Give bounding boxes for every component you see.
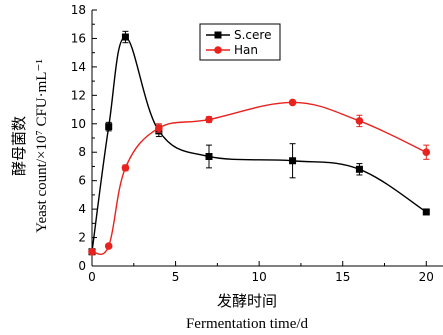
data-point-S.cere (422, 208, 430, 216)
data-point-Han (422, 148, 431, 157)
x-axis-title-cn: 发酵时间 (217, 292, 277, 310)
data-point-Han (104, 242, 113, 250)
data-point-Han (355, 117, 364, 125)
y-tick-label: 12 (71, 88, 86, 102)
y-tick-label: 2 (78, 231, 86, 245)
data-point-S.cere (121, 33, 129, 41)
series-layer (88, 30, 431, 256)
tick-labels: 0 5 10 15 20 0 2 4 6 8 10 12 14 16 18 (71, 3, 434, 284)
legend-label: Han (234, 43, 258, 57)
legend-marker (214, 31, 222, 39)
y-tick-label: 8 (78, 145, 86, 159)
data-point-Han (121, 164, 130, 172)
x-tick-label: 10 (252, 270, 267, 284)
x-axis-title-en: Fermentation time/d (186, 316, 309, 332)
data-point-S.cere (289, 157, 297, 165)
legend-box (199, 23, 281, 61)
y-axis-title-cn: 酵母菌数 (10, 116, 28, 176)
y-tick-label: 18 (71, 3, 86, 17)
x-tick-label: 15 (335, 270, 350, 284)
data-point-Han (205, 115, 213, 124)
legend-marker (214, 46, 222, 54)
legend-label: S.cere (234, 28, 271, 42)
y-axis-title-en: Yeast count/×10⁷ CFU·mL⁻¹ (34, 59, 50, 233)
series-line-S.cere (91, 36, 427, 252)
y-tick-label: 14 (71, 60, 86, 74)
series-line-Han (91, 101, 427, 255)
x-tick-label: 20 (419, 270, 434, 284)
y-tick-label: 6 (78, 174, 86, 188)
data-point-S.cere (105, 123, 113, 131)
data-point-Han (288, 98, 297, 107)
data-point-Han (155, 124, 163, 132)
data-point-S.cere (355, 165, 363, 173)
y-tick-label: 16 (71, 31, 86, 45)
y-tick-label: 0 (78, 259, 86, 273)
y-tick-label: 10 (71, 117, 86, 131)
data-point-Han (88, 247, 96, 256)
x-tick-label: 5 (172, 270, 180, 284)
y-tick-label: 4 (78, 202, 86, 216)
data-point-S.cere (205, 152, 213, 160)
x-tick-label: 0 (88, 270, 96, 284)
